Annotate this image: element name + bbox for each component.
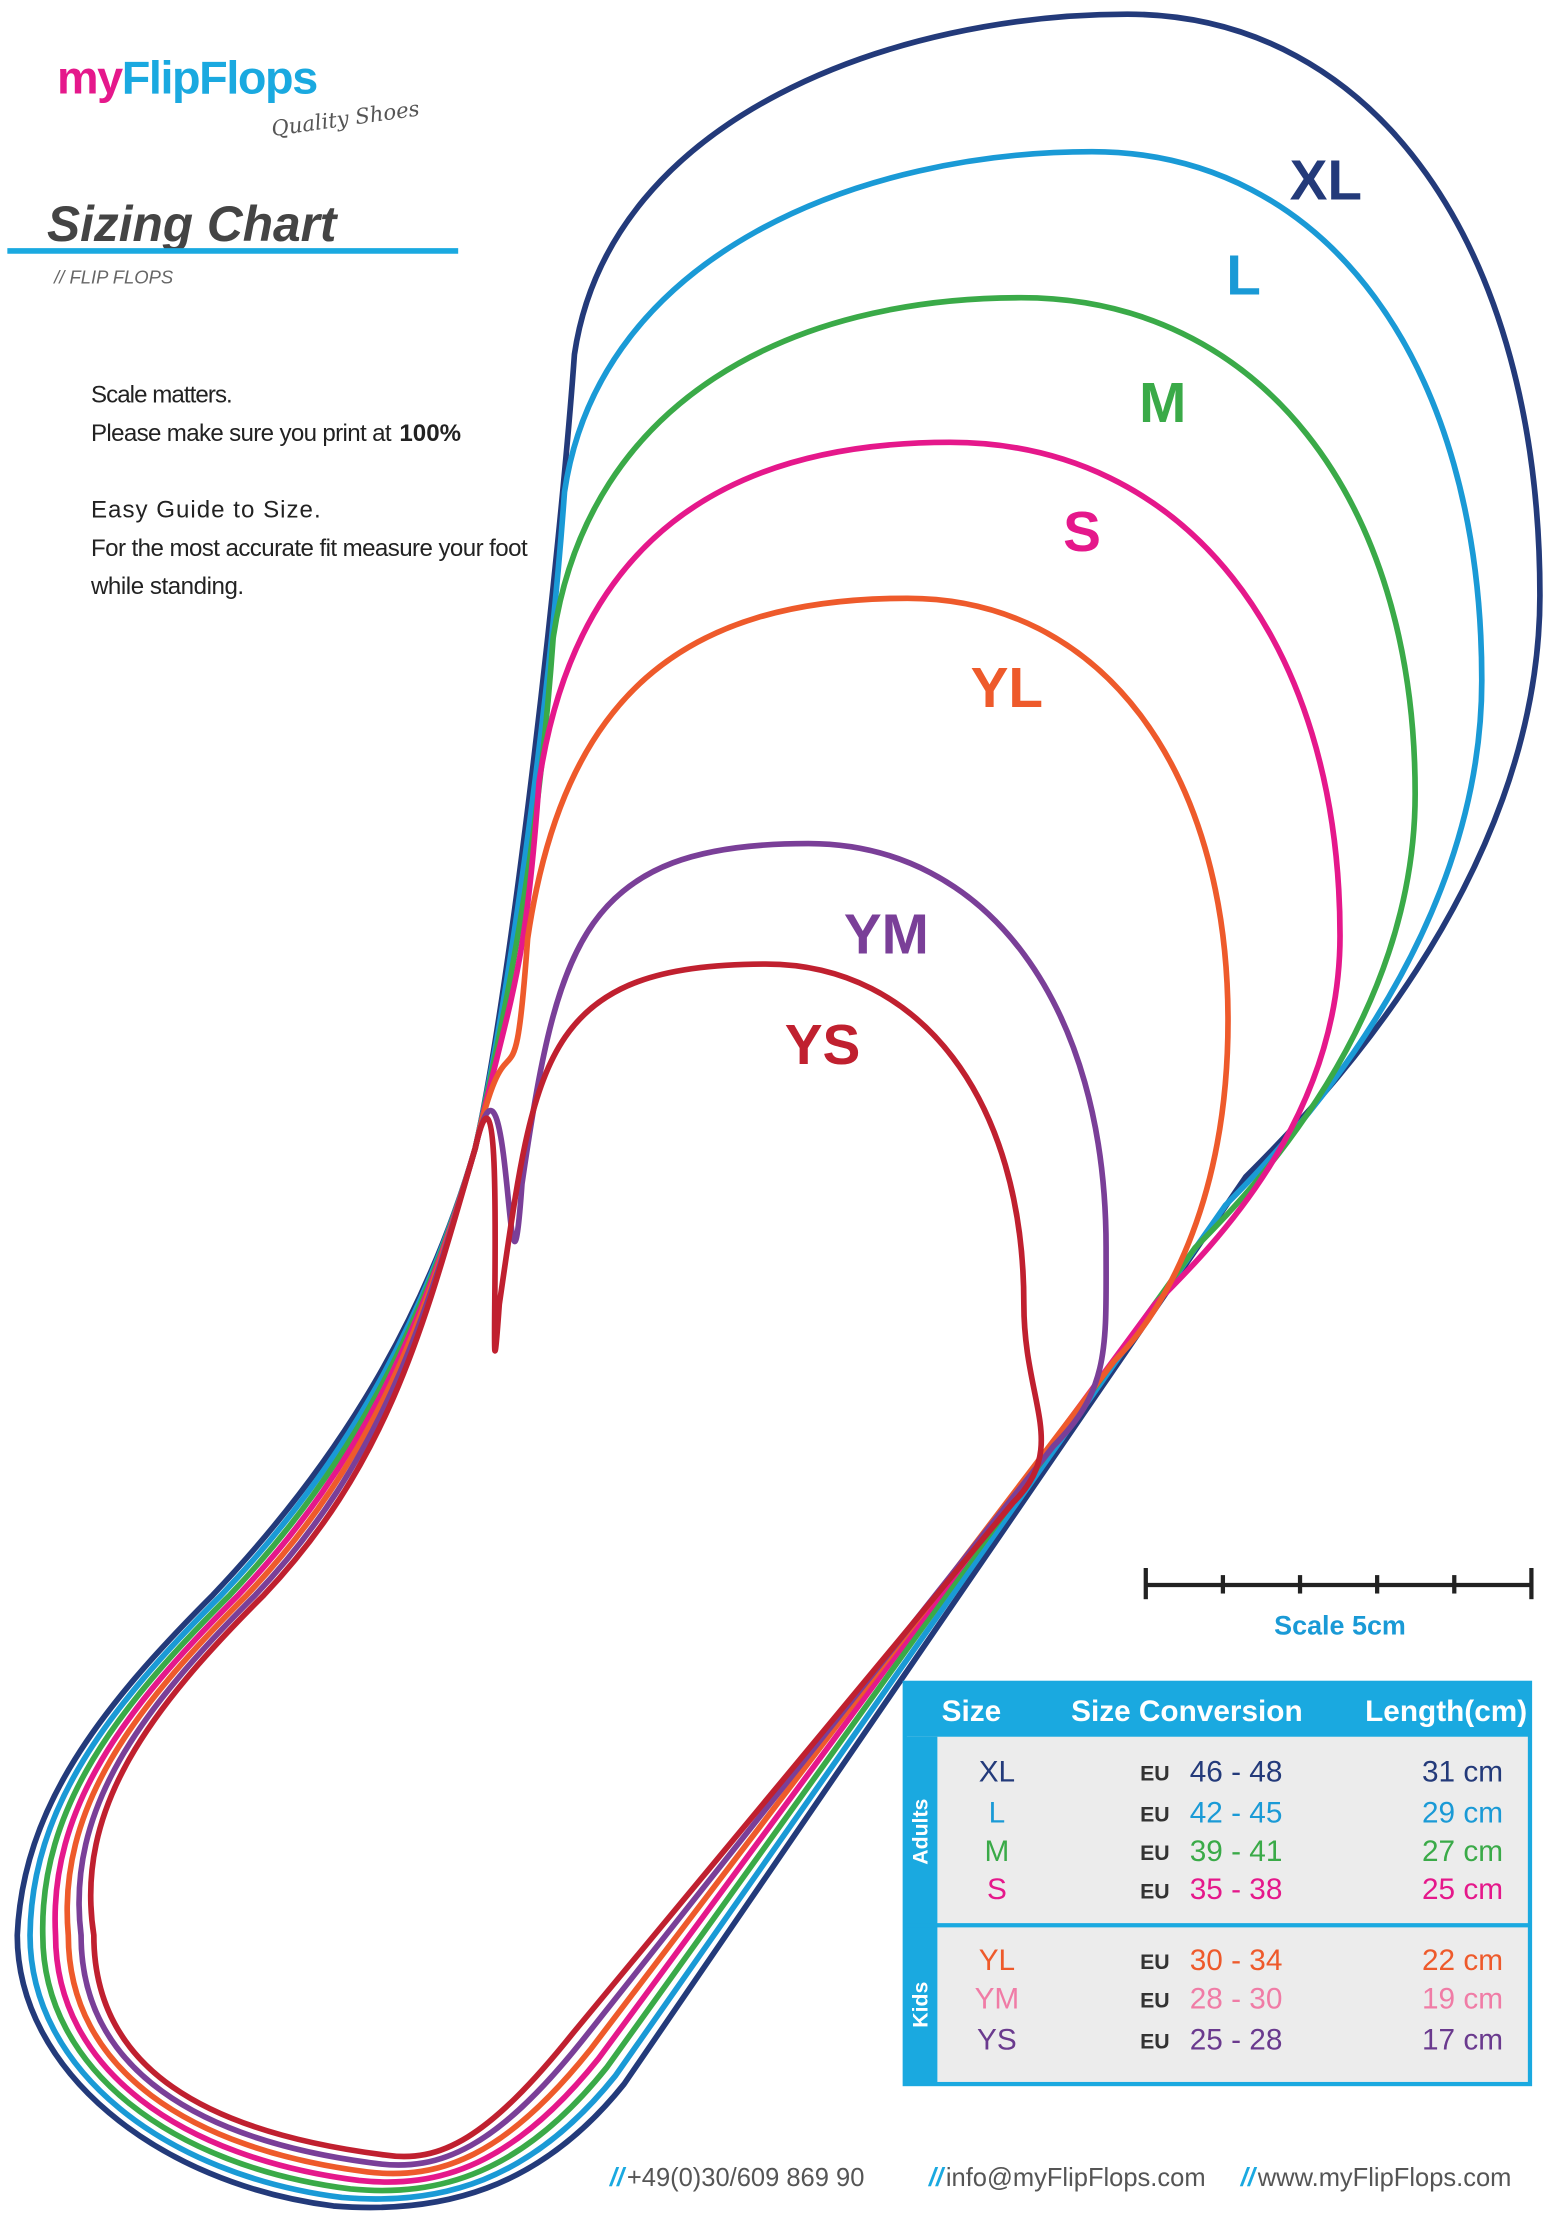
region-cell: EU [1140, 1879, 1170, 1903]
size-cell: M [985, 1835, 1010, 1868]
length-cell: 19 cm [1422, 1982, 1503, 2015]
title: Sizing Chart [47, 196, 339, 252]
outline-1 [27, 148, 1485, 2202]
instruction-line: Please make sure you print at 100% [91, 420, 461, 447]
group-label: Kids [908, 1982, 932, 2028]
size-cell: L [989, 1797, 1006, 1830]
length-cell: 31 cm [1422, 1755, 1503, 1788]
logo-my: my [57, 52, 123, 104]
footer-text: www.myFlipFlops.com [1257, 2164, 1512, 2192]
length-cell: 27 cm [1422, 1835, 1503, 1868]
size-cell: S [987, 1873, 1007, 1906]
table-header-band [904, 1682, 1530, 1737]
outline-label: YM [844, 904, 929, 967]
footer-separator: // [609, 2164, 627, 2192]
size-cell: YS [977, 2023, 1017, 2056]
instruction-bold: 100% [399, 420, 461, 447]
size-cell: XL [979, 1755, 1015, 1788]
outline-label: L [1226, 244, 1261, 307]
length-cell: 22 cm [1422, 1944, 1503, 1977]
outline-label: XL [1290, 149, 1362, 212]
footer-text: +49(0)30/609 869 90 [627, 2164, 865, 2192]
size-cell: YL [979, 1944, 1015, 1977]
size-table: Size Size Conversion Length(cm) Adults XL EU 4… [902, 1680, 1533, 2087]
instruction-text: Please make sure you print at [91, 420, 392, 447]
instruction-line: Scale matters. [91, 382, 233, 409]
instructions: Scale matters. Please make sure you prin… [90, 382, 528, 600]
region-cell: EU [1140, 1762, 1170, 1786]
range-cell: 25 - 28 [1190, 2023, 1283, 2056]
footer: //+49(0)30/609 869 90//info@myFlipFlops.… [609, 2164, 1512, 2192]
outline-6 [87, 961, 1045, 2160]
region-cell: EU [1140, 1950, 1170, 1974]
length-cell: 25 cm [1422, 1873, 1503, 1906]
range-cell: 35 - 38 [1190, 1873, 1283, 1906]
outline-5 [76, 840, 1109, 2168]
table-body [902, 1680, 1533, 2087]
outline-label: YS [785, 1014, 861, 1077]
footer-separator: // [928, 2164, 946, 2192]
range-cell: 30 - 34 [1190, 1944, 1283, 1977]
scale-label: Scale 5cm [1274, 1611, 1406, 1641]
table-header: Length(cm) [1365, 1695, 1527, 1728]
instruction-line: while standing. [90, 573, 244, 600]
range-cell: 42 - 45 [1190, 1797, 1283, 1830]
scale-bar [1143, 1568, 1534, 1600]
outline-label: S [1063, 501, 1101, 564]
length-cell: 17 cm [1422, 2023, 1503, 2056]
instruction-line: For the most accurate fit measure your f… [91, 535, 528, 562]
range-cell: 39 - 41 [1190, 1835, 1283, 1868]
instruction-line: Easy Guide to Size. [91, 496, 321, 523]
range-cell: 28 - 30 [1190, 1982, 1283, 2015]
region-cell: EU [1140, 1803, 1170, 1827]
group-label: Adults [908, 1799, 932, 1865]
table-header: Size [942, 1695, 1002, 1728]
outline-label: YL [971, 657, 1043, 720]
logo: myFlipFlops [57, 52, 317, 104]
subtitle: // FLIP FLOPS [52, 267, 174, 288]
logo-brand: FlipFlops [122, 52, 317, 104]
table-group-band [904, 1736, 938, 2085]
length-cell: 29 cm [1422, 1797, 1503, 1830]
outline-label: M [1139, 372, 1186, 435]
outline-4 [64, 595, 1231, 2177]
footer-separator: // [1240, 2164, 1258, 2192]
region-cell: EU [1140, 1988, 1170, 2012]
footer-text: info@myFlipFlops.com [946, 2164, 1206, 2192]
size-cell: YM [975, 1982, 1020, 2015]
region-cell: EU [1140, 1841, 1170, 1865]
range-cell: 46 - 48 [1190, 1755, 1283, 1788]
footer-item: //info@myFlipFlops.com [928, 2164, 1206, 2192]
footer-item: //+49(0)30/609 869 90 [609, 2164, 865, 2192]
footer-item: //www.myFlipFlops.com [1240, 2164, 1512, 2192]
region-cell: EU [1140, 2030, 1170, 2054]
table-header: Size Conversion [1071, 1695, 1303, 1728]
outline-3 [52, 439, 1343, 2185]
